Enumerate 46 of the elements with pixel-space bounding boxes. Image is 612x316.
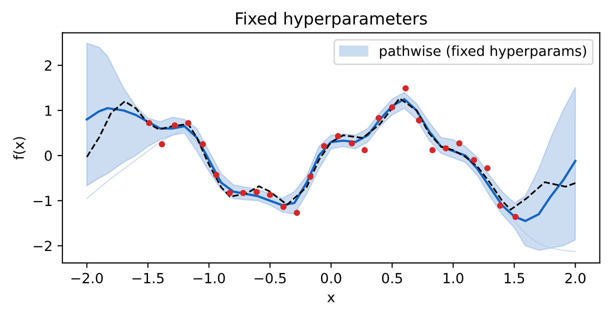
point — [213, 172, 220, 178]
x-tick-label: −2.0 — [71, 272, 103, 284]
y-tick-label: −1 — [34, 196, 52, 206]
point — [307, 174, 314, 180]
point — [253, 188, 260, 196]
point — [226, 190, 233, 196]
y-axis-title: f(x) — [13, 137, 26, 160]
point — [389, 104, 396, 110]
point — [280, 204, 287, 210]
x-tick-label: 0.0 — [320, 272, 342, 284]
point — [240, 190, 246, 196]
point — [185, 120, 192, 126]
point — [402, 85, 409, 92]
x-tick-label: 2.0 — [565, 272, 586, 284]
point — [172, 122, 178, 128]
point — [348, 140, 355, 146]
chart-title: Fixed hyperparameters — [236, 12, 427, 28]
x-tick-label: −0.5 — [254, 272, 286, 284]
y-tick-label: 1 — [45, 106, 52, 116]
point — [512, 214, 519, 220]
point — [429, 147, 436, 154]
point — [321, 142, 328, 150]
legend-label: pathwise (fixed hyperparams) — [380, 45, 586, 59]
point — [376, 115, 382, 122]
point — [266, 192, 274, 198]
x-tick-label: 0.5 — [382, 272, 402, 284]
point — [158, 141, 166, 148]
point — [362, 147, 368, 154]
x-axis-title: x — [327, 294, 335, 302]
x-tick-label: 1.0 — [444, 272, 464, 284]
point — [497, 202, 504, 209]
point — [456, 140, 462, 146]
point — [294, 210, 300, 216]
x-tick-label: −1.5 — [132, 273, 164, 284]
x-tick-label: −1.0 — [194, 272, 225, 284]
point — [442, 145, 449, 152]
y-tick-label: −2 — [34, 240, 52, 252]
point — [146, 120, 152, 126]
x-tick-label: 1.5 — [504, 273, 524, 284]
point — [200, 141, 206, 148]
point — [470, 156, 478, 164]
y-tick-label: 2 — [44, 60, 52, 71]
point — [484, 165, 491, 172]
y-tick-label: 0 — [44, 150, 52, 162]
point — [334, 133, 342, 140]
point — [416, 117, 422, 124]
